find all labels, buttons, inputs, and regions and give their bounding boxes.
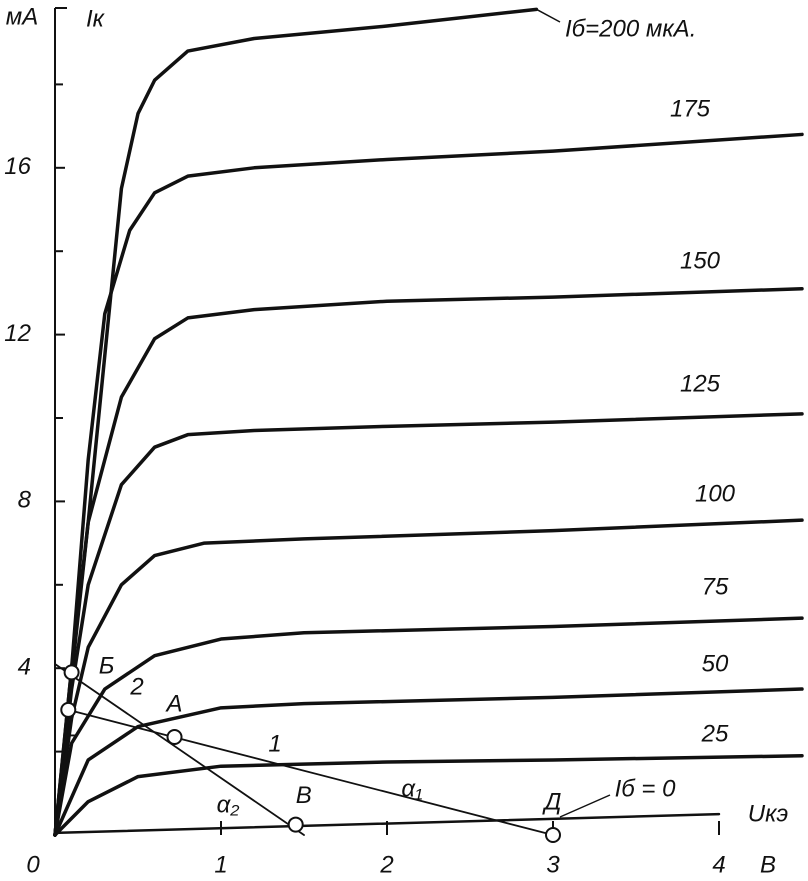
y-tick-label: 4 (18, 654, 31, 681)
point-label: А (165, 690, 183, 717)
x-tick-label: 1 (214, 851, 227, 878)
series-label: 175 (670, 95, 711, 122)
curve (53, 616, 804, 837)
curve (53, 687, 804, 837)
point (287, 816, 304, 833)
series-label: 25 (701, 720, 729, 747)
leader (559, 794, 611, 818)
series-label: 50 (702, 650, 729, 677)
leader (536, 8, 561, 23)
y-tick-label: 12 (4, 320, 31, 347)
series-label: 100 (695, 480, 736, 507)
y-tick-label: 16 (4, 153, 31, 180)
point (63, 664, 80, 681)
angle-label: α₂ (217, 791, 240, 818)
point (60, 701, 77, 718)
point (166, 729, 183, 746)
point-label: Д (542, 788, 562, 815)
point-label: Г (62, 730, 77, 757)
curve (53, 7, 539, 837)
curve (53, 286, 804, 837)
series-label: 125 (680, 370, 721, 397)
y-axis-label: мА (6, 3, 38, 30)
point-label: Б (99, 653, 115, 680)
angle-label: α₁ (401, 775, 422, 802)
curve (53, 132, 804, 837)
x-tick-label: 2 (379, 851, 393, 878)
series-label: 1 (268, 730, 281, 757)
load-line (67, 709, 554, 836)
point (545, 827, 561, 843)
curve (53, 518, 804, 837)
x-axis-label: В (760, 851, 776, 878)
curve (53, 754, 804, 837)
y-axis-symbol: Iк (86, 5, 106, 32)
series-label: Iб = 0 (615, 775, 677, 802)
y-tick-label: 8 (18, 487, 32, 514)
x-axis-symbol: Uкэ (748, 800, 789, 827)
curve (53, 812, 721, 835)
load-line (54, 663, 305, 836)
series-label: Iб=200 мкА. (565, 15, 696, 42)
x-tick-label: 0 (26, 851, 40, 878)
series-label: 150 (680, 247, 721, 274)
point-label: В (296, 782, 312, 809)
series-label: 2 (129, 673, 143, 700)
series-label: 75 (702, 573, 729, 600)
x-tick-label: 3 (546, 851, 560, 878)
curve (53, 412, 804, 837)
x-tick-label: 4 (712, 851, 725, 878)
